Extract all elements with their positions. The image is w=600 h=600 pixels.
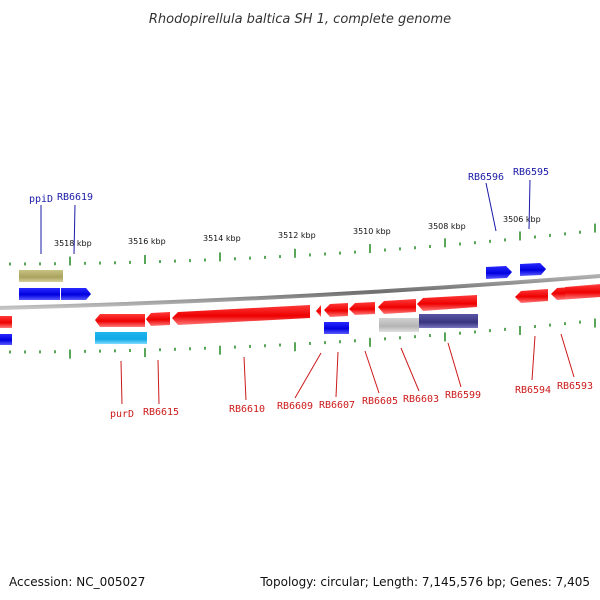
- leader-rb6610: [243, 356, 247, 401]
- scale-ruler-outer: [9, 223, 596, 266]
- gene-rb6615-arrow[interactable]: [95, 314, 145, 327]
- scale-ruler-inner: [9, 318, 596, 359]
- tick-label-3506-kbp: 3506 kbp: [503, 215, 541, 224]
- gene-left-edge-red[interactable]: [0, 316, 12, 328]
- leader-rb6615: [157, 359, 160, 405]
- leader-rb6603: [400, 347, 420, 392]
- leader-purd: [120, 360, 123, 405]
- gene-label-rb6610[interactable]: RB6610: [229, 404, 265, 415]
- scale-labels: 3518 kbp 3516 kbp 3514 kbp 3512 kbp 3510…: [54, 215, 541, 248]
- gene-rb6603-arrow[interactable]: [378, 299, 416, 314]
- gene-forward-1[interactable]: [19, 288, 60, 300]
- reverse-strand-features: [0, 284, 600, 345]
- gene-rb6615b-arrow[interactable]: [146, 312, 170, 326]
- leader-rb6619: [73, 204, 76, 255]
- leader-rb6595: [528, 179, 531, 230]
- tick-label-3518-kbp: 3518 kbp: [54, 239, 92, 248]
- gene-label-rb6593[interactable]: RB6593: [557, 381, 593, 392]
- gene-rb6593b-arrow[interactable]: [565, 284, 600, 299]
- gene-rb6599-navy[interactable]: [419, 314, 478, 328]
- gene-rb6596-arrow[interactable]: [486, 266, 512, 279]
- upper-gene-labels: ppiD RB6619 RB6596 RB6595: [29, 167, 549, 255]
- leader-rb6607: [335, 351, 339, 398]
- gene-rb6605-arrow[interactable]: [349, 302, 375, 315]
- leader-rb6593: [560, 333, 575, 378]
- leader-rb6594: [531, 335, 536, 381]
- gene-label-purd[interactable]: purD: [110, 409, 134, 420]
- gene-rb6610-arrow[interactable]: [172, 305, 310, 325]
- tick-label-3516-kbp: 3516 kbp: [128, 237, 166, 246]
- accession-text: Accession: NC_005027: [9, 575, 146, 589]
- gene-rb6609-arrow[interactable]: [316, 305, 321, 317]
- gene-label-rb6595[interactable]: RB6595: [513, 167, 549, 178]
- tick-label-3510-kbp: 3510 kbp: [353, 227, 391, 236]
- gene-rb6607-arrow[interactable]: [324, 303, 348, 317]
- gene-label-rb6607[interactable]: RB6607: [319, 400, 355, 411]
- gene-label-rb6615[interactable]: RB6615: [143, 407, 179, 418]
- leader-rb6599: [447, 342, 462, 388]
- gene-rb6603-gray[interactable]: [379, 318, 419, 332]
- genome-backbone: [0, 274, 600, 310]
- gene-rb6595-arrow[interactable]: [520, 263, 546, 276]
- map-title: Rhodopirellula baltica SH 1, complete ge…: [149, 12, 451, 27]
- gene-label-rb6605[interactable]: RB6605: [362, 396, 398, 407]
- gene-label-rb6603[interactable]: RB6603: [403, 394, 439, 405]
- tick-label-3514-kbp: 3514 kbp: [203, 234, 241, 243]
- gene-ppid-feature[interactable]: [19, 270, 63, 282]
- leader-rb6605: [364, 350, 380, 394]
- tick-label-3512-kbp: 3512 kbp: [278, 231, 316, 240]
- gene-label-rb6594[interactable]: RB6594: [515, 385, 551, 396]
- leader-rb6596: [485, 182, 497, 232]
- gene-label-rb6599[interactable]: RB6599: [445, 390, 481, 401]
- gene-label-rb6596[interactable]: RB6596: [468, 172, 504, 183]
- lower-gene-labels: purD RB6615 RB6610 RB6609 RB6607 RB6605 …: [110, 333, 593, 420]
- gene-rb6599-arrow[interactable]: [417, 295, 477, 311]
- gene-left-edge-blue[interactable]: [0, 334, 12, 345]
- tick-label-3508-kbp: 3508 kbp: [428, 222, 466, 231]
- gene-rb6619-arrow[interactable]: [61, 288, 91, 300]
- gene-rb6594-arrow[interactable]: [515, 289, 548, 303]
- leader-rb6609: [294, 352, 322, 399]
- gene-label-rb6609[interactable]: RB6609: [277, 401, 313, 412]
- gene-rb6607-blue[interactable]: [324, 322, 349, 334]
- forward-strand-features: [19, 263, 546, 300]
- gene-label-rb6619[interactable]: RB6619: [57, 192, 93, 203]
- gene-purd-feature[interactable]: [95, 332, 147, 344]
- gene-label-ppid[interactable]: ppiD: [29, 194, 53, 205]
- topology-text: Topology: circular; Length: 7,145,576 bp…: [260, 575, 590, 589]
